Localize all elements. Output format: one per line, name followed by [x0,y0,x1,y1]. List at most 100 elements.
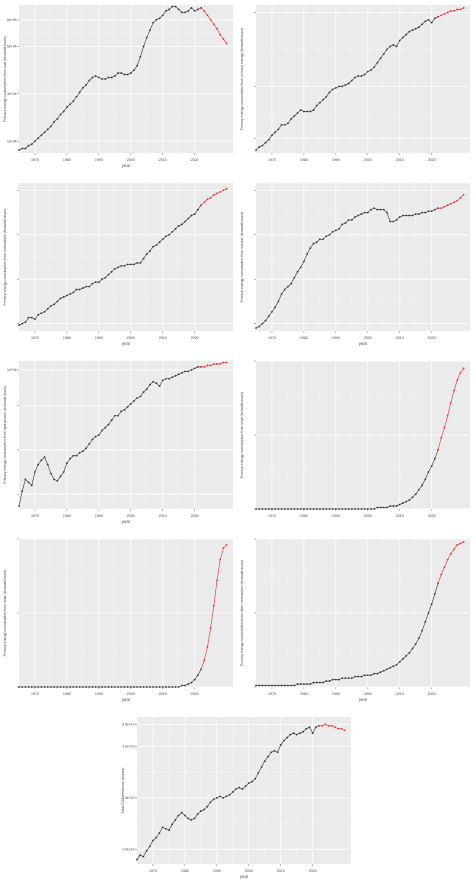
chart-6-historical-point [190,681,193,684]
chart-8-historical-point [148,845,151,848]
chart-5-historical-point [411,496,414,499]
chart-8-historical-point [196,813,199,815]
chart-3-historical-point [318,238,321,241]
chart-7-x-tick-label: 1980 [300,692,308,696]
chart-4-historical-point [40,459,43,462]
chart-4-historical-point [113,414,116,417]
chart-5-x-tick-label: 2020 [428,514,436,518]
chart-4-historical-point [165,377,167,380]
chart-7-historical-point [287,684,289,687]
chart-1-historical-point [309,110,312,113]
chart-0-historical-point [152,21,155,24]
chart-2-historical-point [117,266,119,269]
chart-3-historical-point [303,260,305,263]
chart-5-y-axis-label: Primary energy consumption from wind (te… [240,392,244,478]
chart-2-historical-point [145,253,148,255]
chart-5-historical-point [341,508,344,510]
chart-3-historical-point [312,242,315,245]
chart-6-x-tick-label: 1970 [31,692,39,696]
chart-7-historical-point [392,665,395,668]
chart-2-x-tick-label: 2020 [191,336,199,340]
chart-6-historical-point [40,686,43,688]
chart-0-forecast-point [209,18,212,21]
chart-0-historical-point [174,5,177,8]
chart-0-y-tick-label: 5e+04 [7,45,17,49]
chart-5-historical-point [360,508,363,510]
chart-6-historical-point [101,686,103,688]
chart-8-historical-point [314,726,317,729]
chart-4-historical-point [184,370,186,373]
chart-5-historical-point [303,508,305,510]
chart-0-historical-point [37,137,40,140]
chart-7-historical-point [318,681,321,684]
chart-8-x-tick-label: 2020 [309,869,317,873]
chart-6-historical-point [113,686,116,688]
chart-0-historical-point [126,73,129,76]
chart-3-x-tick-label: 2020 [428,336,436,340]
chart-3-historical-point [379,208,382,211]
chart-0-historical-point [171,5,174,8]
chart-6-historical-point [107,686,110,688]
chart-2-historical-point [187,217,190,220]
chart-4-historical-point [190,368,193,371]
chart-7-forecast-point [449,552,452,555]
chart-0-historical-point [30,143,33,146]
chart-5-historical-point [261,508,264,510]
chart-5-historical-line [256,449,439,510]
chart-1-forecast-point [459,8,462,11]
chart-8-historical-point [209,801,212,804]
chart-4-historical-point [69,457,72,460]
chart-4-historical-point [27,481,30,484]
chart-2-historical-point [94,281,97,284]
chart-2-historical-point [174,227,177,230]
chart-7-historical-point [331,678,334,681]
chart-4-forecast-point [212,363,215,365]
chart-8-historical-point [286,736,289,739]
chart-4-historical-point [117,414,119,417]
chart-7-forecast-point [462,541,465,543]
chart-0-historical-point [129,72,132,74]
chart-0-historical-point [149,29,151,32]
chart-2-historical-point [136,262,139,264]
chart-8-plot-background [137,717,351,864]
chart-5-historical-point [287,508,289,510]
chart-6-historical-point [27,686,30,688]
chart-3-historical-point [433,208,436,211]
chart-4-historical-point [161,379,164,382]
chart-5-historical-point [306,508,309,510]
chart-8-historical-point [225,795,228,798]
chart-5-historical-point [283,508,286,510]
chart-1-historical-point [421,23,423,26]
chart-6-historical-point [110,686,113,688]
chart-2-historical-point [168,233,171,236]
chart-6-historical-point [142,686,145,688]
chart-3-historical-point [331,230,334,233]
chart-8-x-tick-label: 1980 [181,869,189,873]
chart-2-historical-point [120,264,123,267]
chart-5-historical-point [258,508,261,510]
chart-0-historical-point [190,7,193,9]
chart-5-historical-point [350,508,353,510]
chart-1-historical-point [398,39,401,42]
chart-1-x-tick-label: 1990 [332,158,340,162]
chart-3-historical-point [360,213,363,215]
chart-2-historical-point [152,245,155,248]
chart-2-forecast-point [203,201,206,204]
chart-0-historical-point [123,73,126,76]
chart-3-x-tick-label: 1980 [300,336,308,340]
chart-3-historical-point [382,208,385,211]
chart-7-forecast-point [443,566,446,569]
chart-0-historical-point [72,100,75,103]
chart-5-historical-point [318,508,321,510]
chart-7-historical-point [280,684,283,687]
chart-4-x-tick-label: 2010 [159,514,167,518]
chart-7-historical-line [256,583,439,686]
chart-3-historical-point [427,210,430,213]
chart-6-historical-point [168,686,171,688]
chart-7-historical-point [347,677,350,680]
chart-5-forecast-point [440,437,443,439]
chart-5-forecast-point [437,448,439,451]
chart-7-historical-point [271,684,273,687]
chart-1-historical-point [318,101,321,104]
chart-2-historical-point [149,250,151,252]
